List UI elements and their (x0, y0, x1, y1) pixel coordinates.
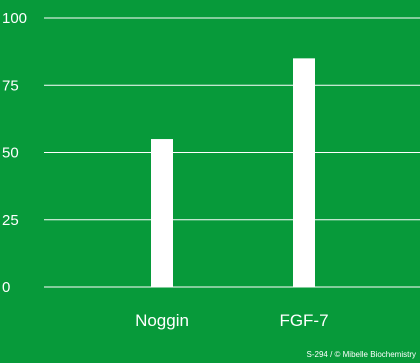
y-tick-label-25: 25 (2, 212, 19, 229)
bar-fgf-7 (293, 58, 315, 287)
y-tick-label-0: 0 (2, 279, 10, 296)
bars (151, 58, 315, 287)
grid-lines (44, 17, 420, 288)
y-tick-label-75: 75 (2, 77, 19, 94)
x-category-label-noggin: Noggin (135, 311, 189, 330)
y-axis-tick-labels: 0 25 50 75 100 (2, 10, 27, 296)
y-tick-label-100: 100 (2, 10, 27, 27)
x-category-label-fgf-7: FGF-7 (279, 311, 328, 330)
x-axis-category-labels: Noggin FGF-7 (135, 311, 328, 330)
y-tick-label-50: 50 (2, 145, 19, 162)
bar-noggin (151, 139, 173, 287)
